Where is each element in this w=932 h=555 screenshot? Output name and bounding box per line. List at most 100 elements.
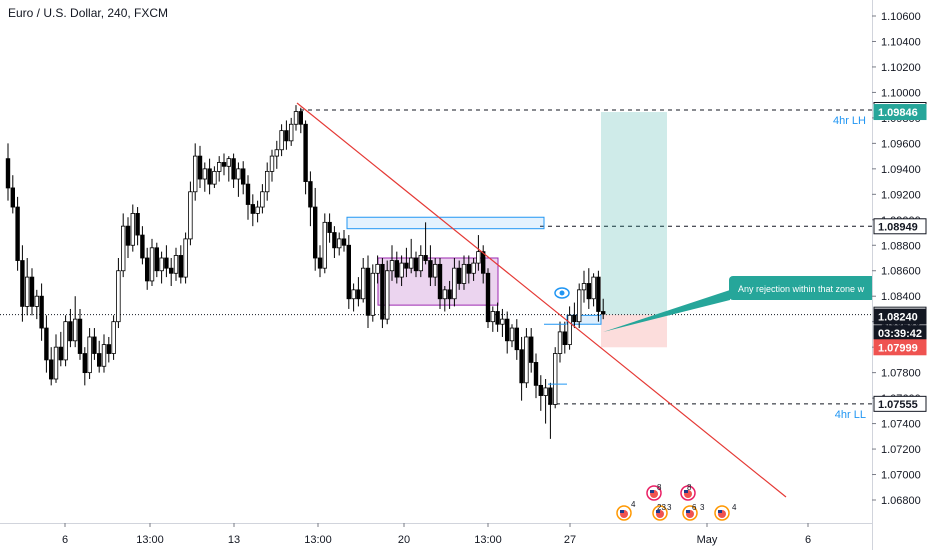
- event-badge[interactable]: [652, 505, 668, 521]
- bear-candle: [77, 318, 83, 354]
- bull-candle: [351, 289, 356, 300]
- bull-candle: [202, 168, 207, 180]
- time-axis[interactable]: 6 13:00 13 13:00 20 13:00 27 May 6: [62, 523, 811, 546]
- price-tick-label: 1.10400: [881, 36, 921, 48]
- flag-canton: [650, 490, 654, 493]
- price-label-text: 1.07999: [878, 342, 918, 354]
- bull-candle: [24, 276, 30, 307]
- bull-candle: [322, 221, 327, 269]
- bull-candle: [236, 168, 241, 180]
- level-lines: 4hr LH 4hr LL: [0, 109, 872, 421]
- bear-candle: [308, 181, 313, 208]
- bull-candle: [293, 111, 299, 125]
- eye-pupil: [559, 290, 565, 296]
- bull-candle: [336, 238, 342, 249]
- bear-candle: [245, 183, 251, 205]
- bull-candle: [476, 251, 481, 264]
- event-badge[interactable]: [616, 505, 632, 521]
- bull-candle: [461, 263, 467, 284]
- flag-canton: [718, 510, 722, 513]
- level-label: 4hr LH: [833, 115, 866, 127]
- bear-candle: [533, 362, 539, 386]
- bull-candle: [53, 346, 59, 380]
- bear-candle: [82, 353, 87, 374]
- event-badge-count: 8: [687, 483, 692, 492]
- callout-text: Any rejection within that zone w: [738, 284, 865, 294]
- bear-candle: [92, 336, 97, 354]
- price-tick-label: 1.07000: [881, 470, 921, 482]
- bear-candle: [480, 251, 486, 274]
- time-tick-label: 6: [62, 534, 68, 546]
- bull-candle: [101, 344, 107, 367]
- price-tick-label: 1.10000: [881, 87, 921, 99]
- event-badge-count: 6: [692, 503, 697, 512]
- price-label-text: 1.08240: [878, 312, 918, 324]
- price-tick-label: 1.07200: [881, 444, 921, 456]
- bull-candle: [73, 318, 78, 342]
- bull-candle: [581, 283, 587, 291]
- flag-canton: [684, 490, 688, 493]
- flag-canton: [686, 510, 690, 513]
- bear-candle: [437, 263, 443, 300]
- bull-candle: [173, 255, 179, 274]
- axis-mask: [873, 270, 932, 310]
- bull-candle: [264, 170, 270, 193]
- bear-candle: [106, 344, 111, 354]
- bull-candle: [212, 170, 217, 185]
- bear-candle: [221, 162, 227, 167]
- bull-candle: [375, 263, 380, 274]
- bull-candle: [192, 155, 198, 193]
- price-label-box: [873, 218, 927, 235]
- bull-candle: [360, 267, 366, 300]
- bear-candle: [164, 257, 169, 269]
- eye-icon[interactable]: [554, 287, 570, 299]
- bull-candle: [557, 331, 563, 354]
- price-label-box: [873, 308, 927, 325]
- bull-candle: [471, 262, 476, 274]
- bear-candle: [485, 272, 491, 323]
- bear-candle: [447, 289, 452, 300]
- bear-candle: [284, 130, 289, 142]
- event-badge[interactable]: [680, 485, 696, 501]
- time-tick-label: 13:00: [304, 534, 332, 546]
- bull-candle: [34, 295, 39, 307]
- bear-candle: [423, 255, 428, 261]
- target-zone: [601, 112, 667, 315]
- bull-candle: [408, 257, 414, 269]
- bear-candle: [466, 263, 471, 274]
- price-label-box: [873, 395, 927, 412]
- price-tick-label: 1.06800: [881, 495, 921, 507]
- bull-candle: [116, 270, 121, 323]
- bear-candle: [428, 260, 433, 278]
- bull-candle: [553, 353, 558, 405]
- bear-candle: [317, 257, 323, 269]
- bear-candle: [144, 257, 150, 282]
- bear-candle: [207, 168, 212, 185]
- price-tick-label: 1.09600: [881, 138, 921, 150]
- bull-candle: [370, 272, 375, 316]
- bear-candle: [495, 311, 500, 325]
- bear-candle: [49, 359, 54, 380]
- bear-candle: [303, 123, 308, 182]
- price-tick-label: 1.07800: [881, 368, 921, 380]
- bear-candle: [519, 349, 524, 384]
- bear-candle: [197, 155, 203, 180]
- flag-canton: [656, 510, 660, 513]
- bear-candle: [572, 314, 577, 323]
- event-badge-count: 4: [732, 503, 737, 512]
- bull-candle: [87, 336, 92, 374]
- stop-zone: [601, 314, 667, 348]
- bull-candle: [183, 238, 188, 278]
- bear-candle: [413, 257, 419, 272]
- level-label: 4hr LL: [835, 409, 866, 421]
- event-badge[interactable]: [714, 505, 730, 521]
- event-badge[interactable]: [646, 485, 662, 501]
- bear-candle: [356, 289, 361, 300]
- price-label-box: [873, 104, 927, 121]
- bull-candle: [384, 270, 390, 320]
- event-badge[interactable]: [682, 505, 698, 521]
- time-tick-label: 13:00: [474, 534, 502, 546]
